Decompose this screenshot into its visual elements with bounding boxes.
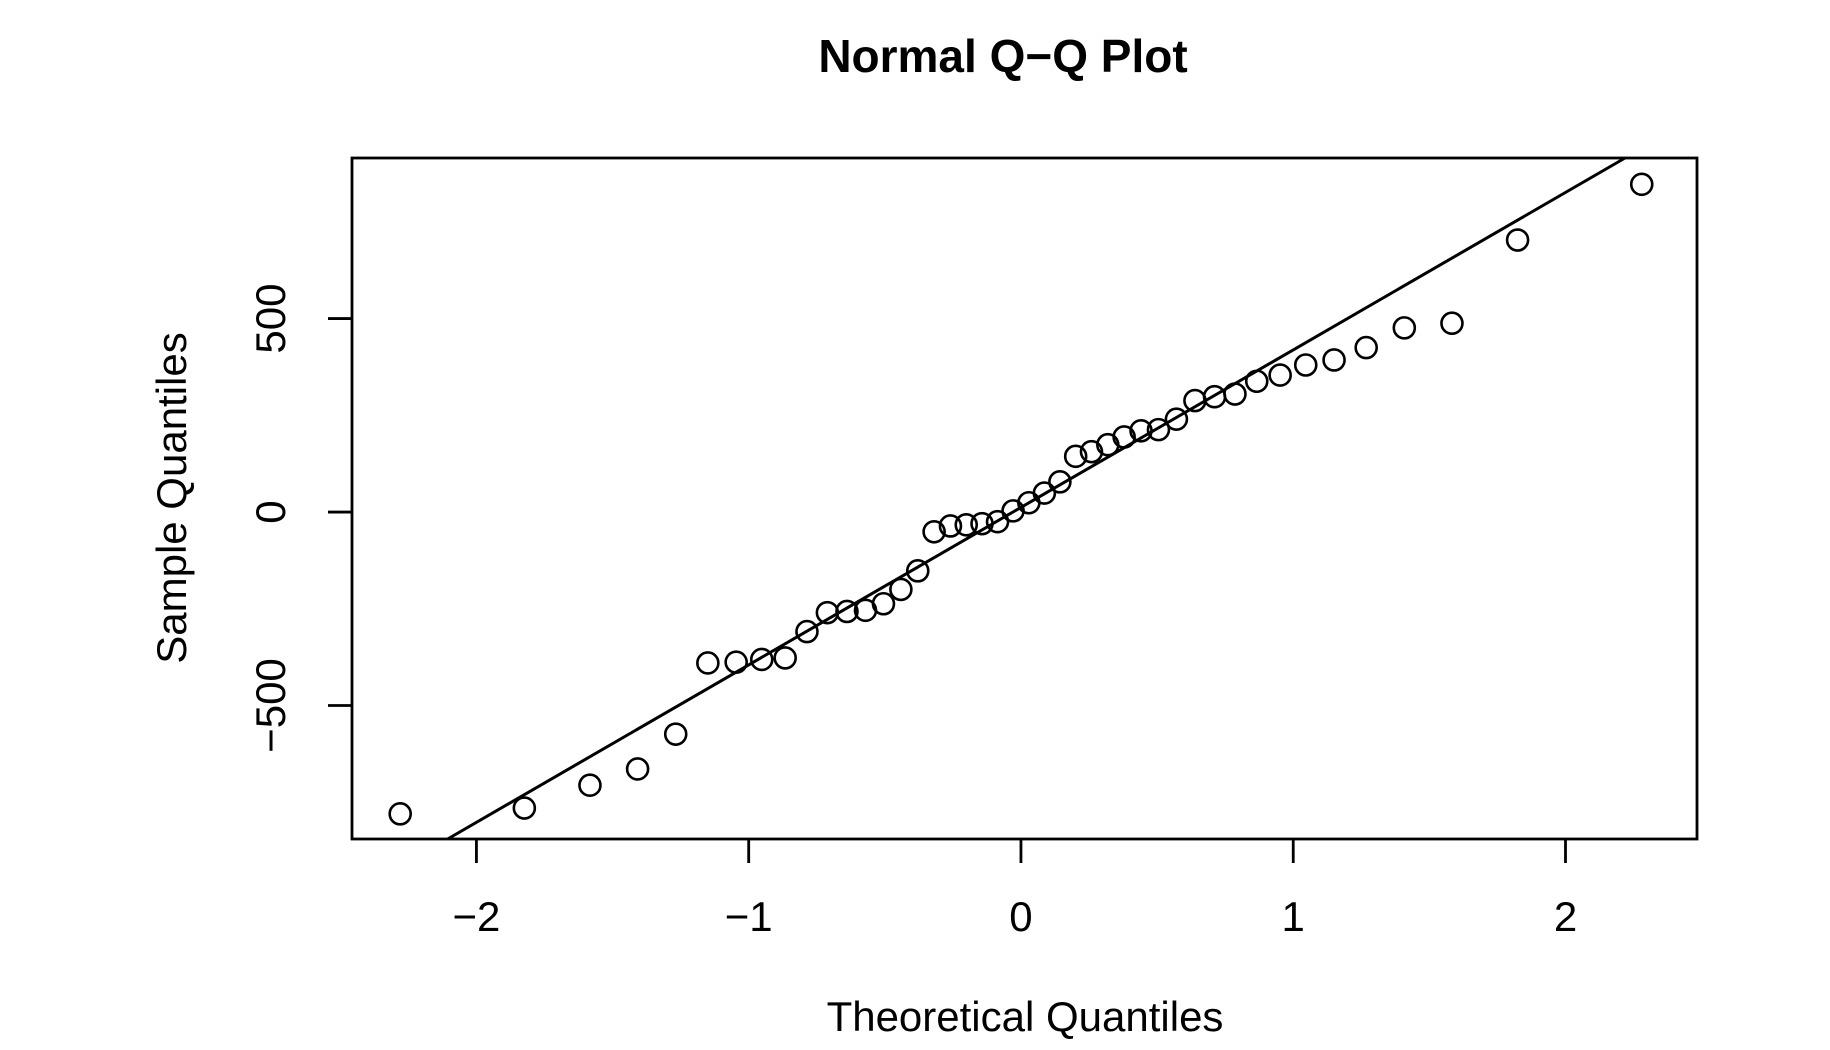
data-point xyxy=(625,757,650,781)
data-point xyxy=(388,802,412,826)
data-point xyxy=(1164,407,1189,431)
data-point xyxy=(985,509,1010,534)
data-point xyxy=(815,600,840,625)
data-point xyxy=(773,646,797,670)
data-point xyxy=(1629,172,1654,197)
data-point xyxy=(905,559,930,583)
data-point xyxy=(889,577,913,602)
data-point xyxy=(1244,369,1269,394)
data-point xyxy=(835,599,859,624)
data-point xyxy=(1440,311,1464,336)
data-point xyxy=(970,511,994,536)
data-point xyxy=(696,651,720,675)
data-point xyxy=(1505,228,1530,252)
x-axis-label: Theoretical Quantiles xyxy=(827,993,1224,1040)
y-tick-label: 0 xyxy=(247,500,294,523)
data-point xyxy=(1322,348,1346,372)
data-point xyxy=(1032,481,1057,505)
data-point xyxy=(1063,444,1088,469)
y-tick-label: −500 xyxy=(247,658,294,753)
y-axis-label: Sample Quantiles xyxy=(148,332,195,664)
plot-area: −2 −1 0 1 2 −500 0 500 xyxy=(247,156,1699,940)
data-point xyxy=(938,514,963,538)
data-point xyxy=(1079,439,1104,464)
x-tick-label: 2 xyxy=(1554,893,1577,940)
data-point xyxy=(1354,335,1378,360)
x-tick-label: 1 xyxy=(1282,893,1305,940)
data-point xyxy=(724,650,748,674)
x-tick-label: 0 xyxy=(1009,893,1032,940)
data-point xyxy=(749,647,774,672)
data-point xyxy=(871,591,896,616)
data-point xyxy=(1223,382,1247,406)
data-point xyxy=(1392,316,1417,340)
data-point xyxy=(795,619,819,644)
x-tick-label: −2 xyxy=(452,893,500,940)
data-point xyxy=(1268,363,1292,387)
data-point xyxy=(578,773,602,798)
data-point xyxy=(1293,353,1318,377)
data-point xyxy=(512,796,537,820)
data-point xyxy=(922,519,946,544)
x-tick-label: −1 xyxy=(725,893,773,940)
plot-title: Normal Q−Q Plot xyxy=(818,30,1187,82)
data-point xyxy=(1048,470,1072,494)
data-point xyxy=(1129,418,1153,443)
y-tick-label: 500 xyxy=(247,284,294,354)
data-point xyxy=(954,513,979,537)
plot-box xyxy=(350,156,1699,841)
data-point xyxy=(1146,417,1171,442)
data-point xyxy=(663,722,688,746)
data-point xyxy=(1112,425,1136,449)
